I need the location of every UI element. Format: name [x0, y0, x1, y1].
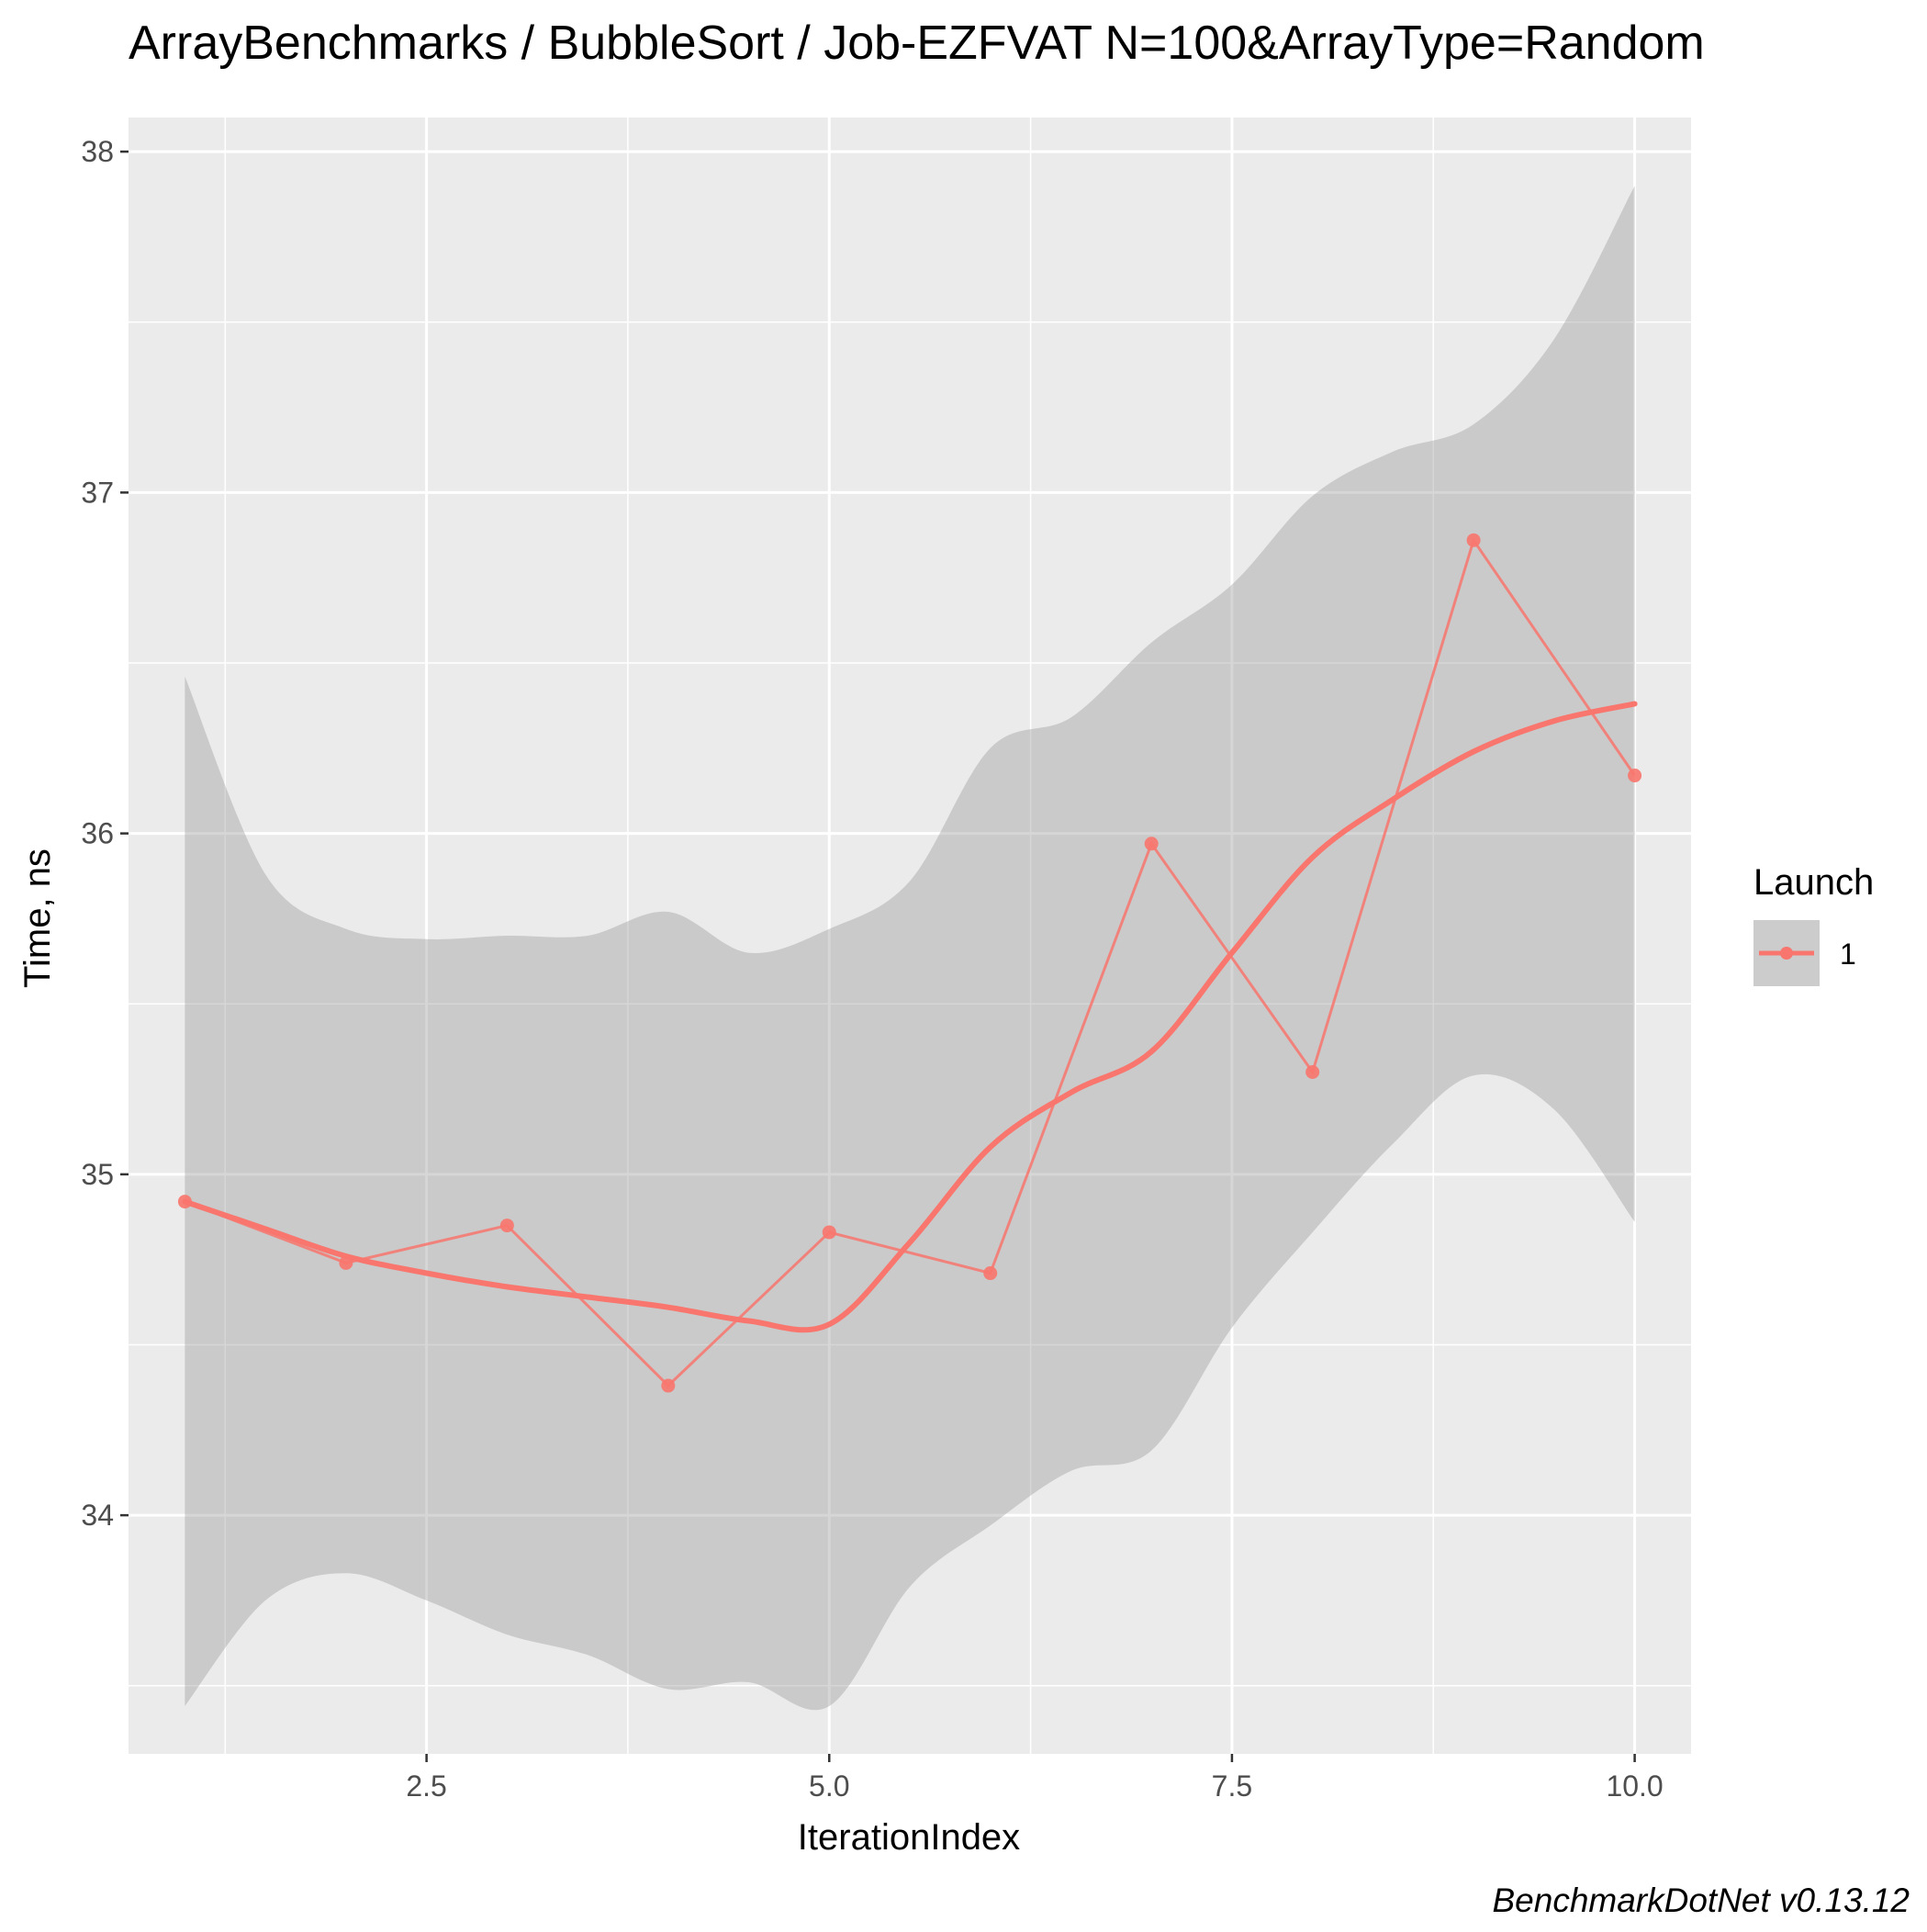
y-tick-label: 37 — [81, 476, 114, 509]
x-axis: 2.5 5.0 7.5 10.0 — [406, 1754, 1664, 1803]
grid-minor — [129, 118, 1691, 1754]
smooth-line — [182, 701, 1638, 1333]
x-tick-label: 7.5 — [1212, 1769, 1252, 1803]
data-point — [339, 1255, 353, 1270]
caption: BenchmarkDotNet v0.13.12 — [1492, 1881, 1910, 1919]
data-point — [499, 1219, 514, 1233]
data-point — [661, 1378, 676, 1393]
data-point — [1628, 769, 1642, 783]
y-tick-label: 36 — [81, 817, 114, 850]
data-point — [1466, 533, 1481, 547]
x-tick-label: 10.0 — [1606, 1769, 1663, 1803]
legend: Launch 1 — [1753, 862, 1874, 986]
series-line — [184, 536, 1636, 1388]
y-axis: 34 35 36 37 38 — [81, 135, 129, 1532]
x-tick-label: 2.5 — [406, 1769, 446, 1803]
x-tick-label: 5.0 — [809, 1769, 849, 1803]
grid-major — [129, 118, 1691, 1754]
data-point — [1305, 1065, 1320, 1079]
y-tick-label: 38 — [81, 135, 114, 168]
confidence-band — [185, 185, 1635, 1711]
legend-label-1: 1 — [1840, 938, 1856, 971]
chart-title: ArrayBenchmarks / BubbleSort / Job-EZFVA… — [129, 17, 1705, 70]
y-tick-label: 34 — [81, 1499, 114, 1532]
data-point — [983, 1266, 998, 1281]
data-point — [177, 1195, 192, 1209]
legend-title: Launch — [1753, 862, 1874, 903]
y-tick-label: 35 — [81, 1158, 114, 1191]
data-point — [822, 1225, 836, 1240]
x-axis-title: IterationIndex — [798, 1817, 1020, 1858]
y-axis-title: Time, ns — [17, 848, 58, 988]
data-point — [1144, 837, 1159, 851]
legend-key-point — [1780, 947, 1793, 960]
plot-panel — [129, 118, 1691, 1754]
data-points — [177, 533, 1642, 1393]
